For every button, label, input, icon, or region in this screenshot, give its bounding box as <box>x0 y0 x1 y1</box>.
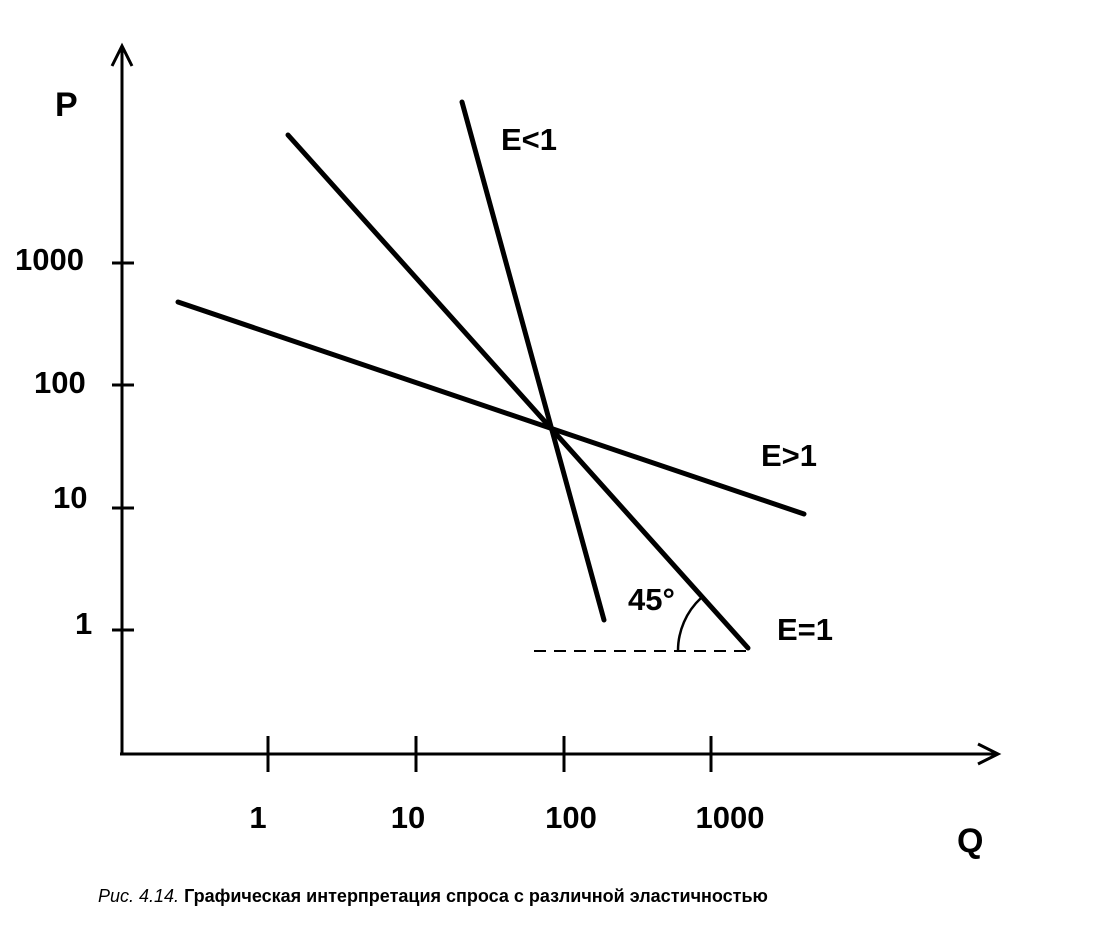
figure-caption-number: Рис. 4.14. <box>98 886 180 906</box>
figure-caption-text: Графическая интерпретация спроса с разли… <box>184 886 768 906</box>
curve-unit-elastic-line <box>285 132 751 651</box>
x-axis-arrowhead <box>977 742 1002 766</box>
angle-arc <box>676 597 702 652</box>
y-axis-arrowhead <box>110 42 134 67</box>
y-tick-label-100: 100 <box>34 365 86 400</box>
y-ticks <box>112 261 134 632</box>
x-tick-label-1000: 1000 <box>696 800 765 835</box>
y-tick-label-1: 1 <box>75 606 92 641</box>
figure-caption: Рис. 4.14. Графическая интерпретация спр… <box>98 886 768 907</box>
curve-label-elastic: E>1 <box>761 438 817 473</box>
axes <box>110 42 1002 766</box>
x-tick-label-1: 1 <box>249 800 266 835</box>
demand-curves <box>175 99 807 651</box>
angle-label: 45° <box>628 582 675 617</box>
curve-inelastic-line <box>459 99 607 623</box>
x-tick-label-100: 100 <box>545 800 597 835</box>
x-axis-title: Q <box>957 822 983 860</box>
x-ticks <box>266 736 713 772</box>
elasticity-diagram: P Q 1 10 100 1000 1 10 100 1000 E<1 E>1 … <box>15 42 1002 860</box>
curve-label-inelastic: E<1 <box>501 122 557 157</box>
y-axis-title: P <box>55 86 78 124</box>
y-tick-label-1000: 1000 <box>15 242 84 277</box>
x-tick-label-10: 10 <box>391 800 425 835</box>
y-tick-label-10: 10 <box>53 480 87 515</box>
curve-label-unit-elastic: E=1 <box>777 612 833 647</box>
curve-elastic-line <box>175 299 807 517</box>
